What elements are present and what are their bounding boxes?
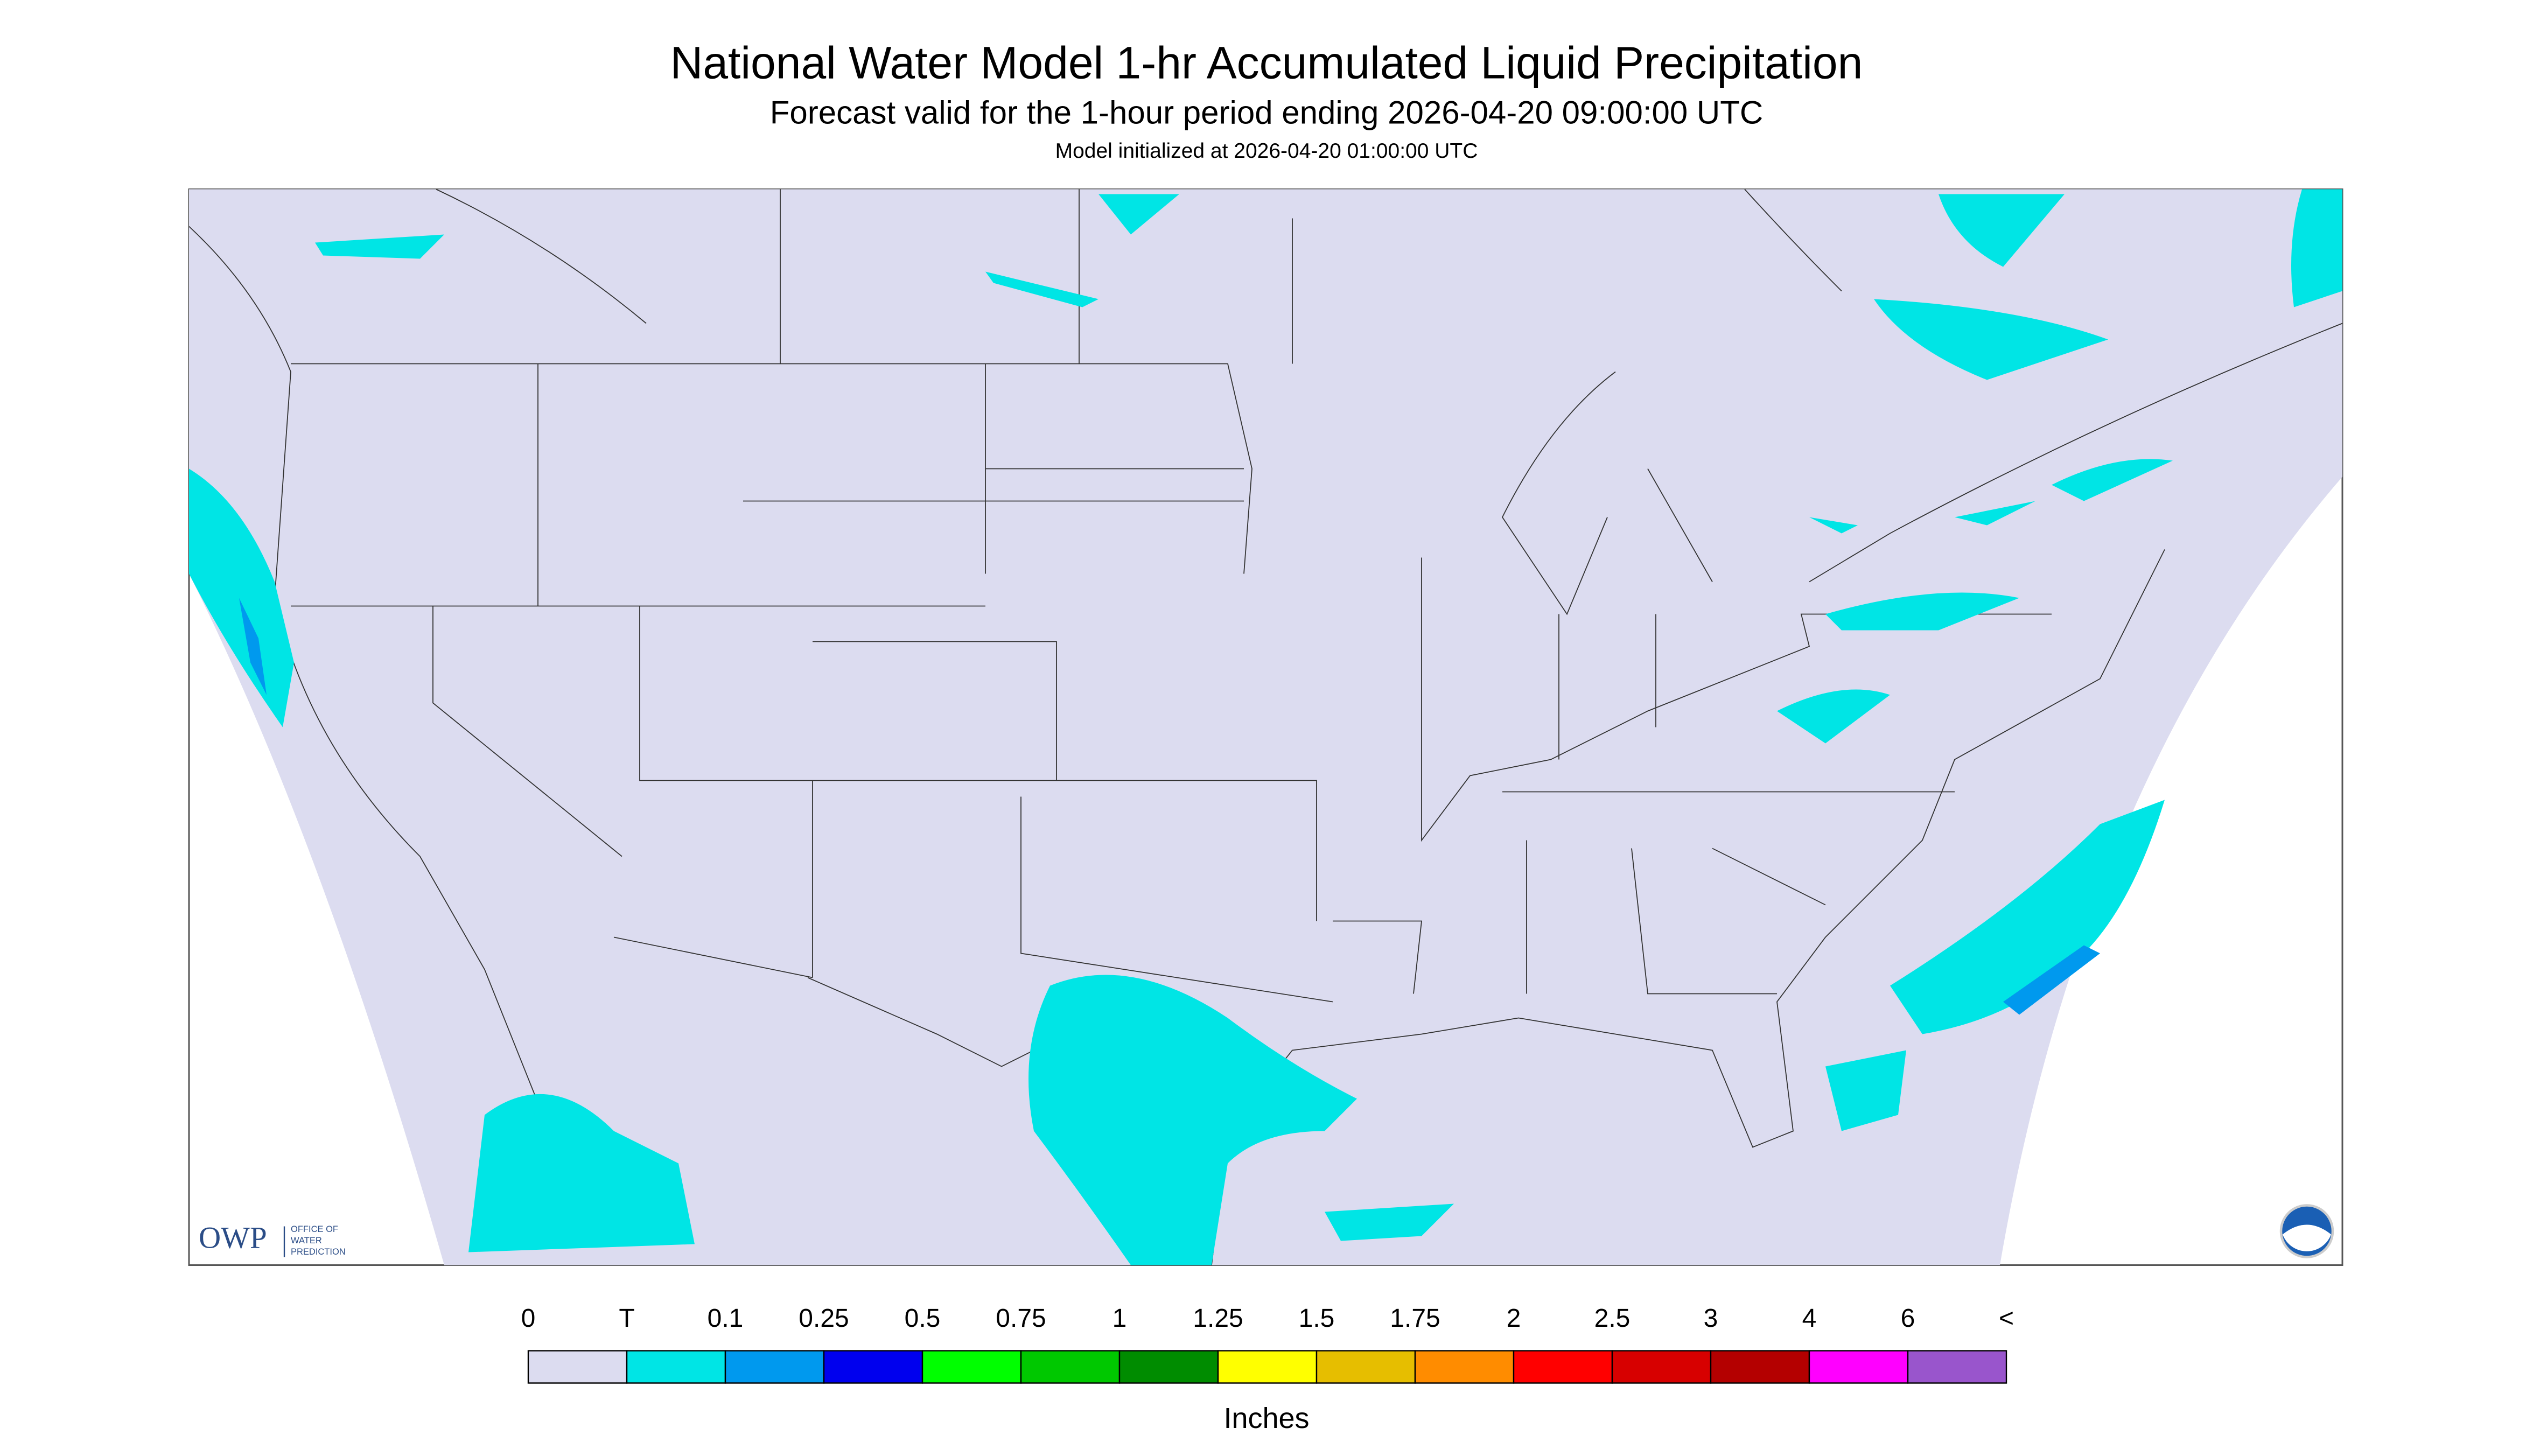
legend-label: 3 xyxy=(1704,1304,1718,1333)
noaa-logo xyxy=(2279,1204,2334,1258)
legend-swatch xyxy=(1414,1350,1515,1384)
map-panel: OWP OFFICE OF WATER PREDICTION xyxy=(188,188,2343,1266)
title: National Water Model 1-hr Accumulated Li… xyxy=(670,38,1863,88)
legend-label: 6 xyxy=(1901,1304,1915,1333)
legend-swatch xyxy=(1611,1350,1712,1384)
logo-office-line: WATER xyxy=(291,1236,322,1245)
legend-swatch xyxy=(1020,1350,1121,1384)
legend-label: 1.75 xyxy=(1390,1304,1440,1333)
domain xyxy=(189,189,2342,1265)
legend-label: 0 xyxy=(521,1304,536,1333)
owp-logo: OWP OFFICE OF WATER PREDICTION xyxy=(199,1221,346,1257)
legend-swatch xyxy=(1907,1350,2007,1384)
legend-swatch xyxy=(921,1350,1022,1384)
legend-label: 1.25 xyxy=(1193,1304,1243,1333)
legend-label: 1.5 xyxy=(1299,1304,1335,1333)
legend-label: T xyxy=(619,1304,634,1333)
legend: 0 T 0.1 0.25 0.5 0.75 1 1.25 1.5 1.75 2 2.5 3 4 6 < xyxy=(521,1304,2014,1384)
legend-swatch xyxy=(724,1350,825,1384)
logo-office-line: OFFICE OF xyxy=(291,1224,338,1234)
legend-swatch xyxy=(527,1350,628,1384)
legend-swatch xyxy=(1808,1350,1909,1384)
legend-label: 0.25 xyxy=(799,1304,849,1333)
legend-unit: Inches xyxy=(1223,1402,1309,1434)
legend-label: < xyxy=(1999,1304,2014,1333)
legend-swatch xyxy=(1217,1350,1318,1384)
legend-label: 1 xyxy=(1112,1304,1127,1333)
legend-label: 2 xyxy=(1507,1304,1521,1333)
legend-label: 0.5 xyxy=(905,1304,941,1333)
legend-label: 0.1 xyxy=(708,1304,744,1333)
init-note: Model initialized at 2026-04-20 01:00:00… xyxy=(1055,139,1478,163)
legend-swatch xyxy=(1513,1350,1613,1384)
legend-swatch xyxy=(626,1350,726,1384)
legend-label: 0.75 xyxy=(996,1304,1046,1333)
legend-swatch xyxy=(1316,1350,1416,1384)
legend-label: 4 xyxy=(1802,1304,1817,1333)
logo-office-line: PREDICTION xyxy=(291,1247,346,1257)
legend-swatch xyxy=(1710,1350,1810,1384)
precipitation xyxy=(189,189,2342,1265)
subtitle: Forecast valid for the 1-hour period end… xyxy=(770,94,1763,130)
legend-swatch xyxy=(1118,1350,1219,1384)
legend-swatch xyxy=(823,1350,923,1384)
legend-label: 2.5 xyxy=(1594,1304,1631,1333)
logo-abbreviation: OWP xyxy=(199,1221,267,1255)
